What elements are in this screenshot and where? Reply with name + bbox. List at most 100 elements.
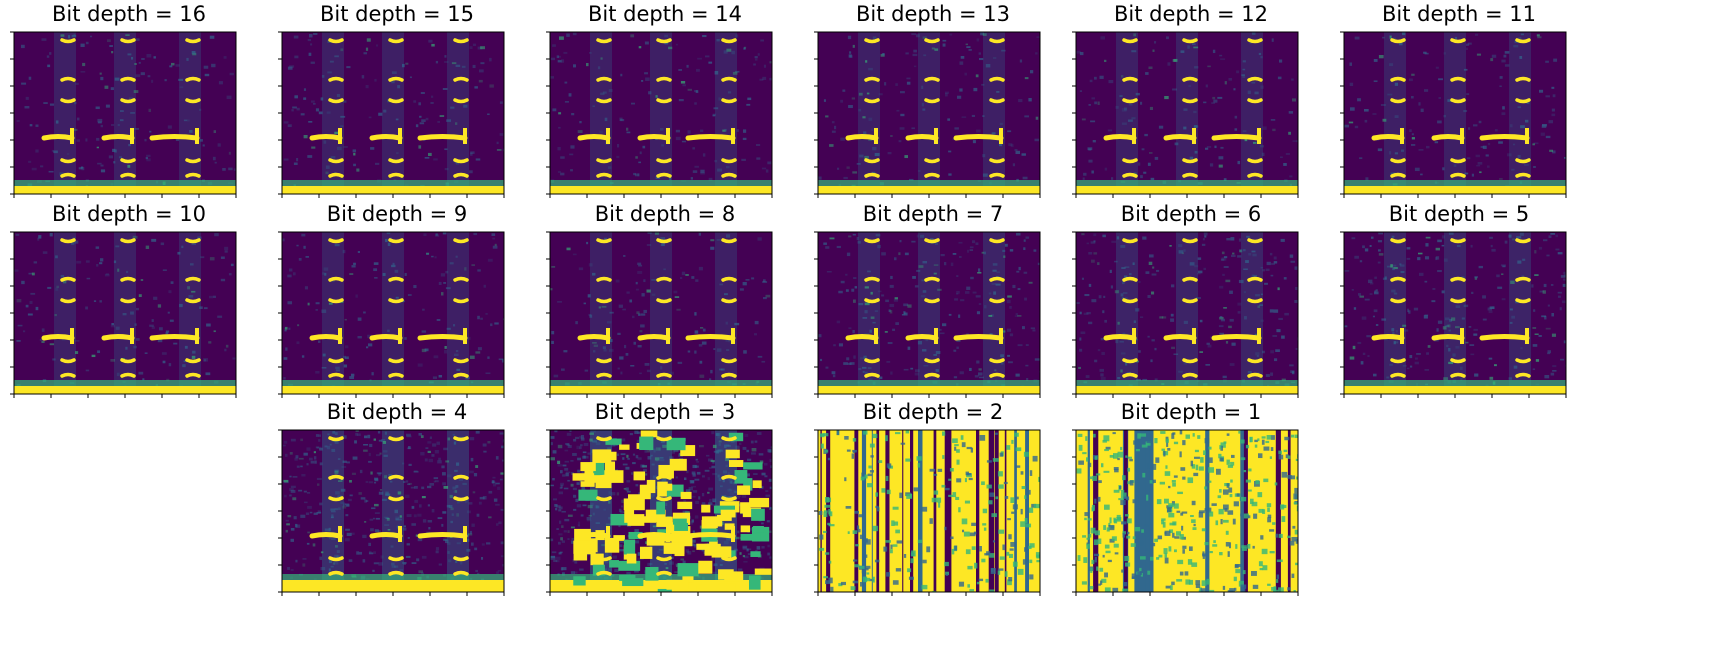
noise-speck: [111, 323, 114, 326]
noise-speck: [322, 353, 326, 357]
noise-speck: [1454, 36, 1458, 41]
quantization-block: [610, 513, 630, 526]
quantization-block: [754, 568, 772, 575]
noise-speck: [862, 116, 866, 119]
noise-speck: [581, 486, 585, 490]
noise-speck: [1438, 78, 1443, 81]
noise-speck: [551, 266, 556, 268]
noise-speck: [864, 286, 869, 289]
noise-speck: [470, 152, 473, 156]
noise-speck: [1128, 119, 1133, 122]
noise-speck: [887, 342, 893, 345]
noise-speck: [948, 313, 952, 316]
low-frequency-band: [1344, 386, 1566, 394]
noise-speck: [430, 102, 434, 104]
noise-speck: [471, 523, 475, 527]
noise-speck: [687, 130, 691, 134]
noise-speck: [162, 360, 166, 364]
quantization-speck: [903, 554, 907, 558]
noise-speck: [840, 280, 845, 284]
noise-speck: [85, 306, 88, 310]
noise-speck: [70, 241, 75, 245]
noise-speck: [471, 542, 474, 546]
noise-speck: [1499, 76, 1503, 79]
noise-speck: [653, 449, 656, 453]
noise-speck: [956, 290, 960, 294]
noise-speck: [658, 447, 662, 451]
quantization-speck: [840, 581, 847, 586]
quantization-speck: [1082, 452, 1087, 455]
noise-band: [54, 232, 76, 394]
call-harmonic: [596, 372, 612, 378]
noise-speck: [100, 76, 104, 81]
noise-speck: [502, 359, 504, 363]
dark-stripe: [861, 430, 867, 592]
noise-speck: [1552, 370, 1557, 372]
quantization-speck: [881, 488, 886, 493]
noise-speck: [732, 71, 738, 75]
noise-speck: [1180, 50, 1185, 53]
noise-speck: [343, 146, 348, 148]
noise-speck: [707, 491, 710, 494]
noise-speck: [373, 481, 377, 484]
noise-speck: [1474, 373, 1479, 377]
quantization-speck: [926, 546, 931, 553]
noise-speck: [127, 53, 132, 56]
noise-speck: [882, 53, 885, 56]
quantization-speck: [1202, 551, 1205, 556]
noise-speck: [868, 139, 873, 141]
noise-speck: [331, 514, 334, 518]
call-harmonic: [1450, 298, 1466, 304]
noise-speck: [1513, 143, 1516, 146]
noise-speck: [1350, 107, 1355, 111]
noise-speck: [1258, 52, 1262, 56]
low-frequency-band: [14, 186, 236, 194]
noise-speck: [1519, 232, 1524, 236]
noise-speck: [1220, 258, 1225, 261]
noise-speck: [560, 156, 565, 159]
quantization-speck: [1024, 547, 1027, 552]
noise-speck: [450, 520, 453, 524]
noise-speck: [637, 557, 641, 561]
noise-speck: [754, 56, 758, 59]
noise-speck: [1145, 271, 1150, 274]
quantization-speck: [1085, 436, 1088, 441]
noise-speck: [558, 506, 563, 510]
noise-speck: [451, 62, 457, 65]
noise-speck: [1203, 232, 1208, 236]
noise-speck: [746, 449, 749, 453]
quantization-speck: [1206, 432, 1210, 436]
noise-speck: [635, 156, 638, 159]
quantization-speck: [1150, 556, 1154, 561]
noise-speck: [1220, 58, 1226, 61]
noise-speck: [444, 55, 447, 58]
noise-speck: [562, 567, 567, 571]
noise-speck: [466, 336, 471, 340]
panel-title: Bit depth = 13: [856, 2, 1010, 26]
quantization-block: [677, 501, 693, 510]
noise-speck: [635, 288, 639, 291]
noise-speck: [427, 485, 432, 489]
noise-speck: [602, 346, 606, 350]
noise-speck: [661, 443, 666, 447]
noise-speck: [1024, 297, 1027, 301]
quantization-speck: [944, 561, 949, 567]
noise-speck: [1471, 291, 1474, 294]
noise-speck: [655, 447, 661, 451]
call-harmonic: [721, 238, 737, 244]
quantization-speck: [1099, 567, 1104, 572]
quantization-speck: [867, 473, 873, 477]
noise-speck: [343, 503, 346, 507]
noise-speck: [1446, 344, 1449, 348]
noise-speck: [499, 101, 503, 104]
noise-speck: [212, 295, 216, 298]
noise-speck: [769, 61, 772, 64]
call-harmonic: [185, 158, 201, 164]
quantization-speck: [917, 463, 921, 468]
quantization-speck: [1181, 525, 1184, 531]
noise-speck: [1197, 270, 1203, 274]
noise-speck: [556, 55, 559, 59]
noise-speck: [974, 375, 979, 378]
noise-speck: [465, 538, 470, 542]
quantization-speck: [1199, 510, 1205, 514]
